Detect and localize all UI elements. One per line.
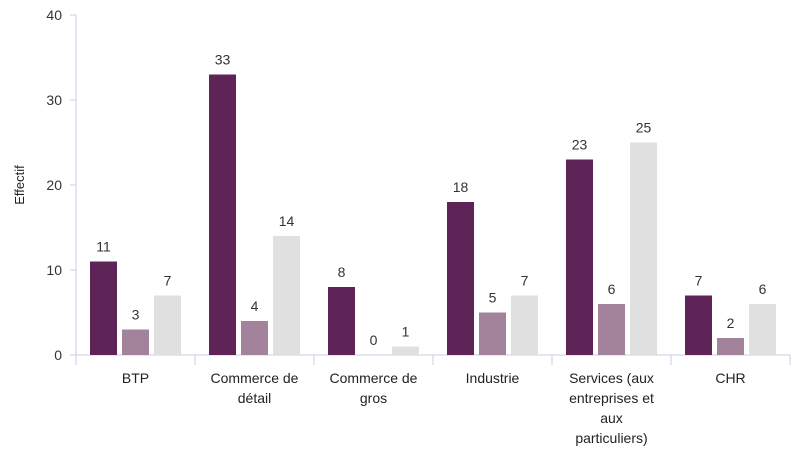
data-label: 11 — [96, 239, 111, 255]
data-label: 0 — [370, 332, 378, 348]
data-label: 6 — [759, 281, 767, 297]
data-label: 4 — [251, 298, 259, 314]
bar — [511, 295, 538, 355]
bar — [717, 338, 744, 355]
data-label: 7 — [164, 273, 172, 289]
bar — [749, 304, 776, 355]
data-label: 7 — [521, 273, 529, 289]
bars — [90, 74, 776, 355]
y-axis-title: Effectif — [12, 165, 27, 205]
y-ticks: 0 10 20 30 40 — [46, 7, 76, 363]
data-label: 5 — [489, 290, 497, 306]
data-label: 1 — [402, 324, 410, 340]
bar — [154, 295, 181, 355]
bar — [90, 261, 117, 355]
y-tick-label: 30 — [46, 92, 62, 108]
data-label: 33 — [215, 52, 231, 68]
bar — [328, 287, 355, 355]
bar — [566, 159, 593, 355]
data-label: 7 — [695, 273, 703, 289]
bar — [598, 304, 625, 355]
category-label: BTP — [122, 370, 149, 386]
bar — [209, 74, 236, 355]
category-label: Services (aux entreprises et aux particulie… — [569, 370, 654, 446]
category-label: Commerce de gros — [330, 370, 418, 406]
bar — [447, 202, 474, 355]
bar — [241, 321, 268, 355]
data-label: 8 — [338, 264, 346, 280]
bar — [392, 346, 419, 355]
data-label: 6 — [608, 281, 616, 297]
category-labels: BTP Commerce de détail Commerce de gros Indus… — [122, 370, 746, 446]
data-label: 14 — [279, 213, 295, 229]
bar — [630, 142, 657, 355]
data-label: 3 — [132, 307, 140, 323]
data-label: 25 — [636, 120, 652, 136]
y-tick-label: 20 — [46, 177, 62, 193]
y-tick-label: 40 — [46, 7, 62, 23]
x-ticks — [75, 355, 791, 365]
bar — [685, 295, 712, 355]
category-label: Commerce de détail — [211, 370, 299, 406]
data-label: 23 — [572, 137, 588, 153]
data-label: 18 — [453, 179, 469, 195]
data-label: 2 — [727, 315, 735, 331]
data-labels: 11 3 7 33 4 14 8 0 1 18 5 7 23 6 25 7 2 6 — [96, 52, 766, 349]
bar — [479, 312, 506, 355]
bar — [122, 329, 149, 355]
y-tick-label: 0 — [54, 347, 62, 363]
category-label: CHR — [715, 370, 745, 386]
y-tick-label: 10 — [46, 262, 62, 278]
bar — [273, 236, 300, 355]
category-label: Industrie — [466, 370, 520, 386]
